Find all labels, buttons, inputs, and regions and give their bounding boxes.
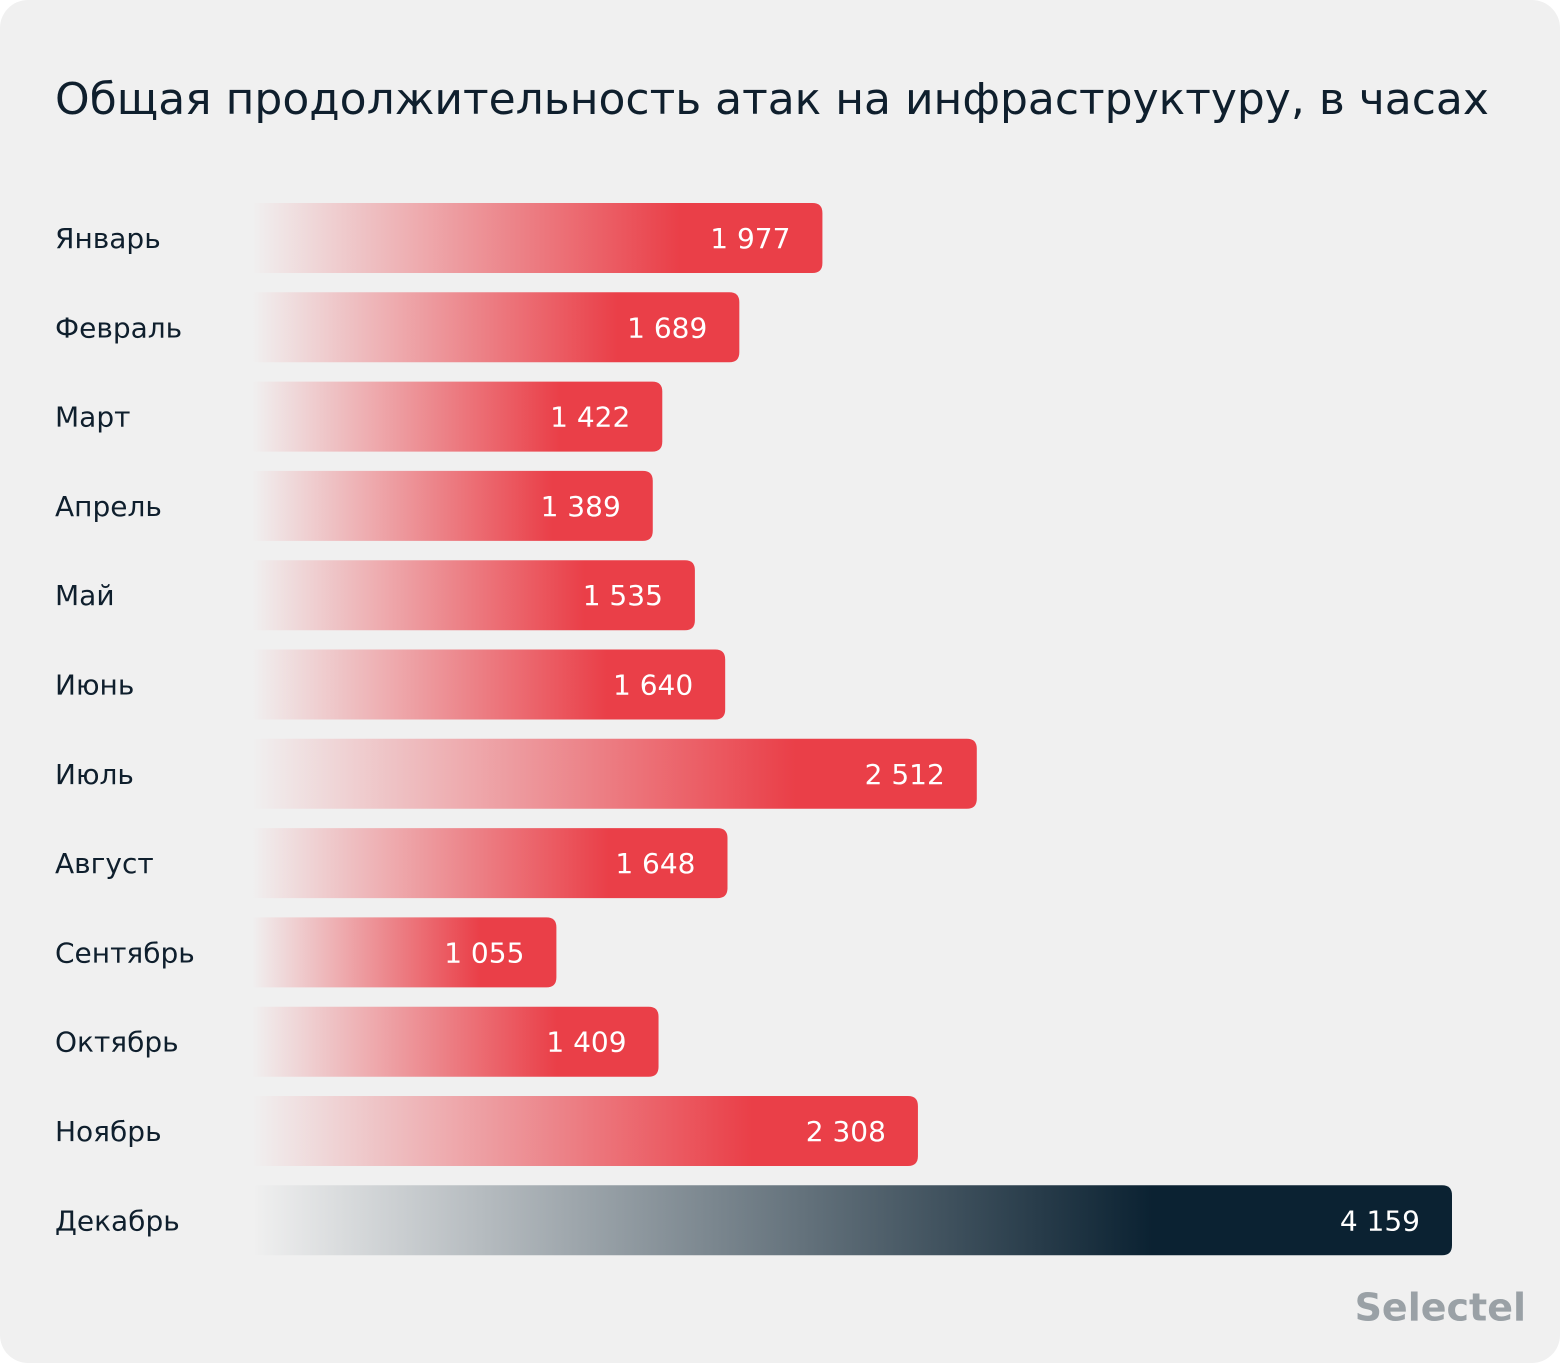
category-label: Апрель <box>55 490 162 523</box>
logo: Selectel <box>1355 1286 1526 1330</box>
value-label: 1 055 <box>444 936 524 969</box>
bar <box>252 470 653 541</box>
value-label: 2 308 <box>806 1115 886 1148</box>
value-label: 1 648 <box>615 847 695 880</box>
category-label: Июнь <box>55 669 134 702</box>
chart-title: Общая продолжительность атак на инфрастр… <box>55 74 1489 125</box>
bar <box>252 381 663 452</box>
value-label: 2 512 <box>865 758 945 791</box>
category-label: Май <box>55 579 115 612</box>
category-label: Сентябрь <box>55 936 195 969</box>
value-label: 4 159 <box>1340 1204 1420 1237</box>
bar <box>252 203 823 273</box>
bar <box>252 292 740 363</box>
value-label: 1 535 <box>583 579 663 612</box>
category-label: Июль <box>55 758 134 791</box>
value-label: 1 977 <box>710 222 790 255</box>
category-label: Ноябрь <box>55 1115 162 1148</box>
bar <box>252 1096 918 1166</box>
bar <box>252 560 695 631</box>
value-label: 1 389 <box>541 490 621 523</box>
bar <box>252 828 728 899</box>
bar <box>252 1006 659 1077</box>
category-label: Декабрь <box>55 1204 180 1237</box>
bar <box>252 917 557 988</box>
value-label: 1 640 <box>613 669 693 702</box>
category-label: Март <box>55 401 130 434</box>
value-label: 1 689 <box>627 311 707 344</box>
value-label: 1 409 <box>546 1026 626 1059</box>
bar <box>252 738 977 809</box>
bar <box>252 1185 1452 1256</box>
value-label: 1 422 <box>550 401 630 434</box>
category-label: Август <box>55 847 154 880</box>
category-label: Октябрь <box>55 1026 179 1059</box>
category-label: Январь <box>55 222 161 255</box>
category-label: Февраль <box>55 311 182 344</box>
bar <box>252 649 726 720</box>
